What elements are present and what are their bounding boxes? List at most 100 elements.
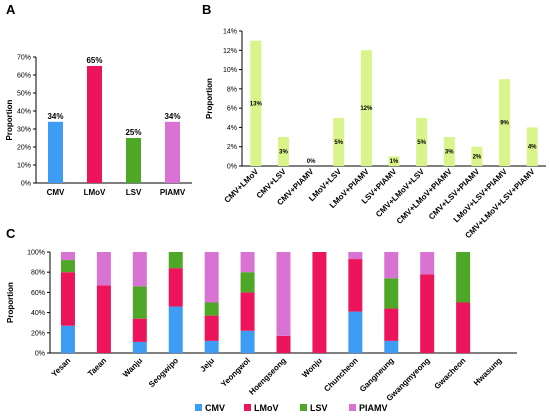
x-tick-label: Seogwipo (147, 356, 180, 389)
stacked-bar-cmv (240, 330, 255, 353)
y-tick-label: 0% (35, 351, 45, 358)
x-tick-label: CMV+LMoV+LSV (374, 167, 426, 219)
bar-combination (443, 137, 455, 166)
y-tick-label: 10% (17, 163, 31, 170)
data-label: 9% (500, 121, 509, 127)
y-tick-label: 14% (223, 29, 237, 36)
stacked-bar-lmov (132, 318, 147, 342)
bar-lsv (126, 138, 141, 183)
y-axis-title: Proportion (205, 78, 214, 119)
stacked-bar-lsv (456, 252, 471, 303)
data-label: 34% (164, 112, 180, 121)
panel-c-label: C (6, 226, 16, 241)
chart-b: 0% 2% 4% 6% 8% 10% 12% 14% Proportion 13% CMV+LMoV… (205, 29, 546, 240)
stacked-bar-cmv (60, 325, 75, 353)
data-label: 1% (390, 159, 399, 165)
bar-combination (360, 50, 372, 166)
y-tick-label: 50% (17, 91, 31, 98)
stacked-bar-lmov (60, 272, 75, 326)
stacked-bar-piamv (96, 252, 111, 286)
bar-cmv (48, 121, 63, 183)
bar-lmov (87, 66, 102, 183)
y-tick-label: 2% (227, 144, 237, 151)
y-tick-label: 0% (21, 181, 31, 188)
y-tick-label: 12% (223, 48, 237, 55)
x-tick-label: LSV (126, 188, 142, 197)
x-tick-label: CMV+LSV+PIAMV (427, 167, 482, 222)
x-tick-label: Gwacheon (433, 356, 468, 391)
x-tick-label: LMoV (84, 188, 106, 197)
y-tick-label: 4% (227, 125, 237, 132)
stacked-bar-lmov (420, 274, 435, 353)
legend-swatch-cmv (195, 404, 202, 411)
x-tick-label: CMV (47, 188, 65, 197)
stacked-bar-lsv (384, 278, 399, 309)
y-tick-label: 20% (17, 145, 31, 152)
stacked-bar-lsv (204, 302, 219, 316)
legend-label-piamv: PIAMV (359, 403, 388, 413)
stacked-bar-lsv (168, 252, 183, 269)
x-tick-label: Wonju (300, 356, 324, 380)
data-label: 3% (445, 150, 454, 156)
bar-combination (499, 79, 511, 166)
x-tick-label: CMV+LMoV (223, 167, 261, 205)
data-label: 34% (47, 112, 63, 121)
bar-combination (333, 117, 345, 166)
y-axis-title: Proportion (6, 282, 15, 323)
x-tick-label: Yesan (50, 356, 73, 379)
x-tick-label: Hwasung (472, 356, 504, 388)
data-label: 4% (528, 145, 537, 151)
x-tick-label: Gangneung (358, 356, 396, 394)
x-tick-label: Chuncheon (322, 356, 360, 394)
stacked-bar-lmov (96, 285, 111, 353)
legend-swatch-lsv (300, 404, 307, 411)
stacked-bar-lmov (204, 315, 219, 341)
stacked-bar-lmov (168, 268, 183, 307)
y-tick-label: 100% (27, 250, 45, 257)
stacked-bar-piamv (420, 252, 435, 275)
y-tick-label: 10% (223, 67, 237, 74)
stacked-bar-cmv (204, 340, 219, 353)
x-tick-label: Wanju (121, 356, 144, 379)
stacked-bar-piamv (384, 252, 399, 279)
stacked-bar-piamv (276, 252, 291, 336)
x-tick-label: Taean (86, 356, 108, 378)
stacked-bar-piamv (60, 252, 75, 261)
stacked-bar-piamv (132, 252, 147, 287)
bar-combination (416, 117, 428, 166)
y-tick-label: 0% (227, 164, 237, 171)
stacked-bar-lmov (312, 252, 327, 353)
y-tick-label: 6% (227, 106, 237, 113)
panel-a-label: A (6, 2, 16, 17)
bar-combination (526, 127, 538, 166)
x-tick-label: Jeju (198, 356, 216, 374)
stacked-bar-cmv (168, 306, 183, 353)
y-tick-label: 40% (17, 109, 31, 116)
stacked-bar-lsv (60, 260, 75, 273)
x-tick-label: Hoengseong (247, 356, 288, 397)
data-label: 3% (279, 150, 288, 156)
y-axis-title: Proportion (5, 99, 14, 140)
stacked-bar-lmov (276, 335, 291, 353)
data-label: 65% (86, 56, 102, 65)
y-tick-label: 20% (31, 330, 45, 337)
stacked-bar-lsv (132, 286, 147, 319)
y-tick-label: 60% (17, 73, 31, 80)
chart-c: 0% 20% 40% 60% 80% 100% Proportion Yesan Taean Wa… (6, 250, 517, 403)
stacked-bar-lsv (240, 272, 255, 293)
bar-piamv (165, 121, 180, 183)
bar-combination (388, 156, 400, 166)
x-tick-label: Yeongwol (219, 356, 252, 389)
y-tick-label: 8% (227, 86, 237, 93)
y-tick-label: 30% (17, 127, 31, 134)
stacked-bar-lmov (384, 308, 399, 341)
bar-combination (277, 137, 289, 166)
stacked-bar-cmv (132, 341, 147, 353)
data-label: 5% (417, 140, 426, 146)
y-tick-label: 40% (31, 310, 45, 317)
data-label: 13% (250, 101, 263, 107)
y-tick-label: 80% (31, 270, 45, 277)
data-label: 25% (125, 128, 141, 137)
stacked-bar-lmov (456, 302, 471, 353)
stacked-bar-cmv (384, 340, 399, 353)
